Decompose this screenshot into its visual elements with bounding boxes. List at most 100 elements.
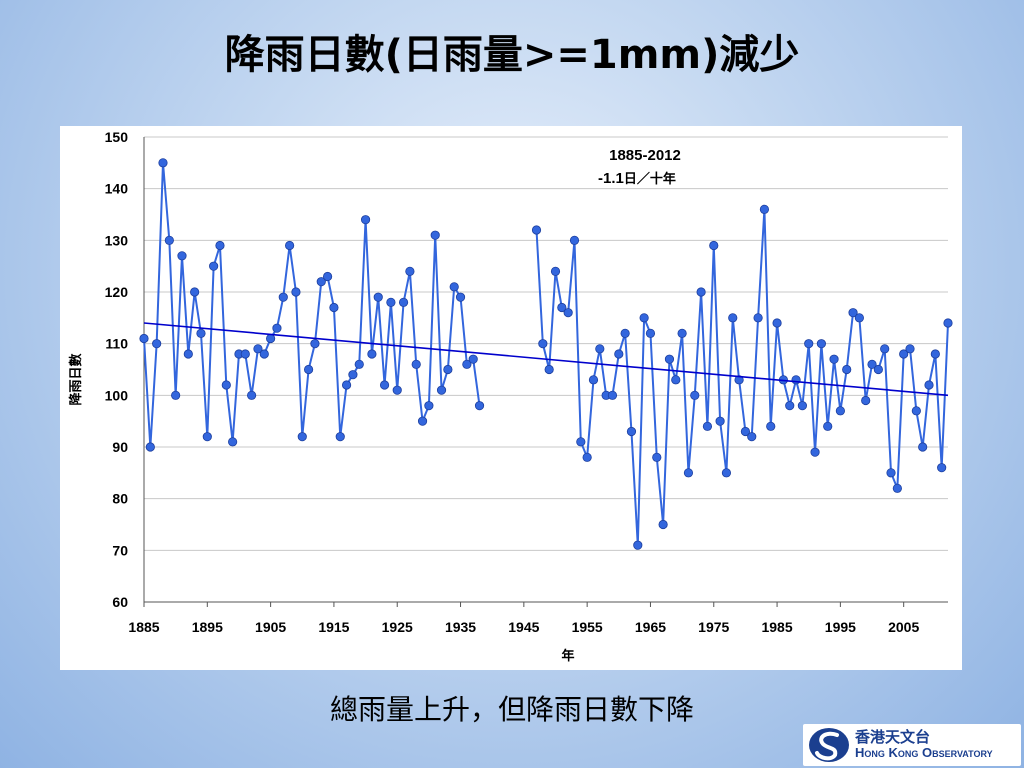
data-point [892, 483, 902, 493]
data-point [411, 359, 421, 369]
data-point [658, 519, 668, 530]
data-point [335, 432, 345, 442]
x-tick-label: 1925 [382, 619, 413, 635]
slide-caption: 總雨量上升，但降雨日數下降 [329, 693, 694, 726]
data-point [854, 313, 864, 323]
y-tick-label: 130 [105, 232, 129, 248]
data-point [531, 225, 542, 235]
data-point [209, 261, 219, 271]
y-tick-label: 70 [112, 542, 128, 558]
data-point [569, 235, 580, 245]
data-point [253, 344, 263, 354]
data-point [430, 230, 440, 240]
x-tick-label: 1975 [698, 619, 729, 635]
y-axis-label: 降雨日數 [68, 353, 84, 405]
data-point [582, 452, 592, 462]
trend-value: -1.1 [598, 170, 624, 187]
trend-annotation: -1.1日／十年 [598, 170, 676, 187]
data-point [373, 292, 383, 302]
y-tick-label: 120 [105, 284, 129, 300]
data-point [139, 333, 149, 344]
data-point [158, 158, 168, 168]
data-point [785, 401, 795, 411]
data-point [221, 380, 231, 390]
data-point [791, 375, 801, 385]
data-point [417, 416, 428, 426]
data-point [797, 401, 807, 411]
data-point [766, 421, 776, 431]
data-point [823, 421, 833, 431]
data-point [196, 328, 206, 338]
data-point [728, 313, 738, 323]
y-tick-label: 60 [112, 594, 128, 610]
x-tick-label: 1955 [572, 619, 603, 635]
data-point [873, 364, 883, 375]
slide-title: 降雨日數(日雨量>=1mm)減少 [224, 32, 800, 78]
logo-chinese-name: 香港天文台 [855, 728, 931, 746]
data-point [278, 292, 288, 302]
data-point [614, 349, 624, 359]
data-point [595, 344, 605, 354]
data-point [177, 251, 187, 261]
data-point [386, 297, 396, 307]
data-point [348, 370, 358, 380]
data-point [759, 204, 770, 214]
data-point [145, 442, 155, 452]
data-point [620, 328, 630, 338]
data-point [607, 390, 618, 400]
x-tick-label: 1935 [445, 619, 476, 635]
data-point [652, 452, 662, 462]
data-point [702, 421, 713, 431]
data-point [664, 354, 675, 364]
data-point [297, 432, 307, 442]
trend-line [143, 322, 949, 397]
y-tick-label: 150 [105, 129, 129, 145]
data-point [709, 240, 719, 251]
data-point [291, 287, 301, 297]
data-point [645, 328, 656, 338]
data-point [152, 339, 162, 349]
data-point [937, 463, 947, 473]
data-point [918, 442, 928, 452]
data-point [842, 364, 852, 375]
data-point [240, 349, 250, 359]
x-axis-label: 年 [561, 648, 574, 664]
data-point [861, 395, 871, 406]
data-point [924, 380, 934, 390]
data-point [943, 318, 953, 328]
x-tick-label: 1905 [255, 619, 286, 635]
data-point [626, 426, 637, 437]
data-point [379, 380, 390, 390]
data-point [715, 416, 725, 426]
data-point [671, 375, 681, 385]
data-point [816, 339, 826, 349]
data-point [633, 540, 643, 550]
data-point [734, 375, 744, 385]
y-tick-label: 80 [112, 491, 128, 507]
data-point [215, 240, 225, 251]
data-point [329, 302, 339, 313]
data-point [341, 380, 352, 390]
data-point [740, 426, 751, 437]
data-point [247, 390, 257, 400]
x-tick-label: 1885 [128, 619, 159, 635]
y-tick-label: 110 [105, 336, 128, 352]
data-point [550, 266, 561, 276]
data-point [677, 328, 687, 338]
data-point [588, 375, 599, 385]
data-point [449, 282, 459, 292]
hko-logo-icon [809, 728, 849, 762]
trend-unit: 日／十年 [624, 171, 676, 187]
data-point [462, 359, 472, 369]
data-point [683, 468, 694, 478]
data-point [392, 385, 402, 395]
data-point [930, 349, 940, 359]
data-point [474, 401, 485, 411]
data-point [557, 302, 567, 313]
data-point [360, 215, 371, 225]
data-point [639, 313, 649, 323]
data-point [266, 333, 276, 344]
data-point [886, 468, 896, 478]
data-point [436, 385, 447, 395]
x-tick-label: 1985 [761, 619, 792, 635]
